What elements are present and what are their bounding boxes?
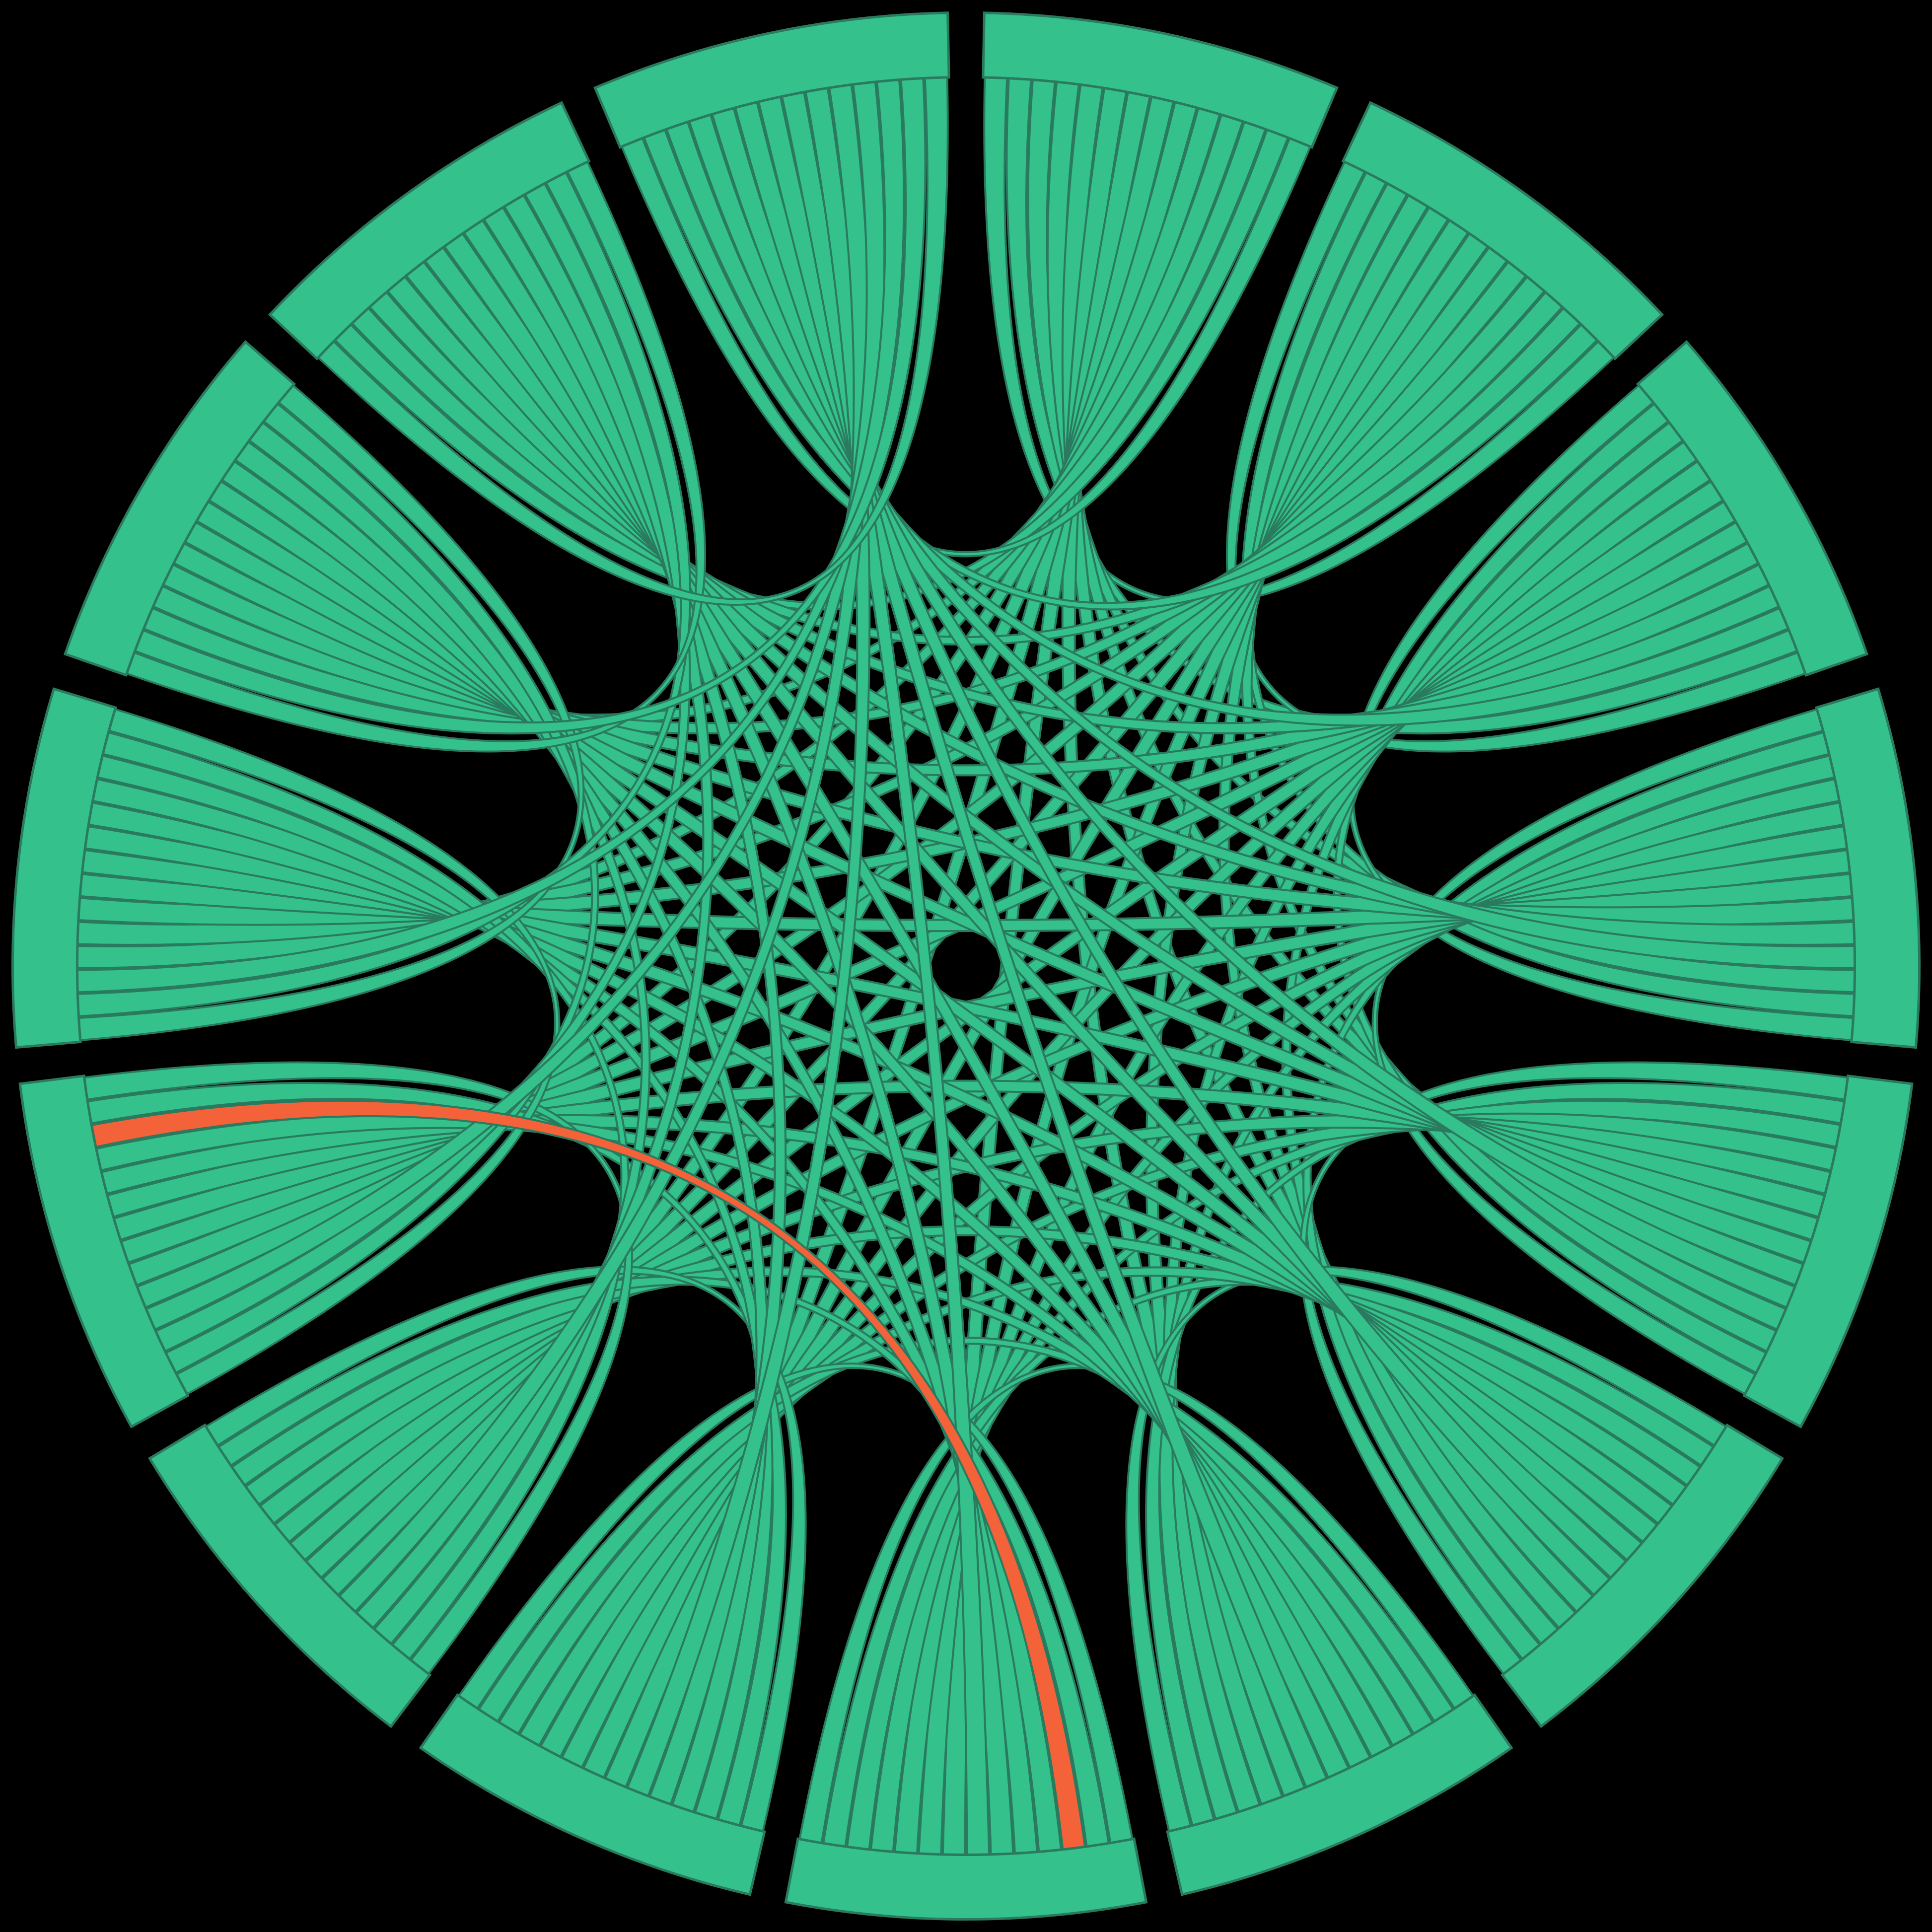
chord-diagram [0, 0, 1932, 1932]
